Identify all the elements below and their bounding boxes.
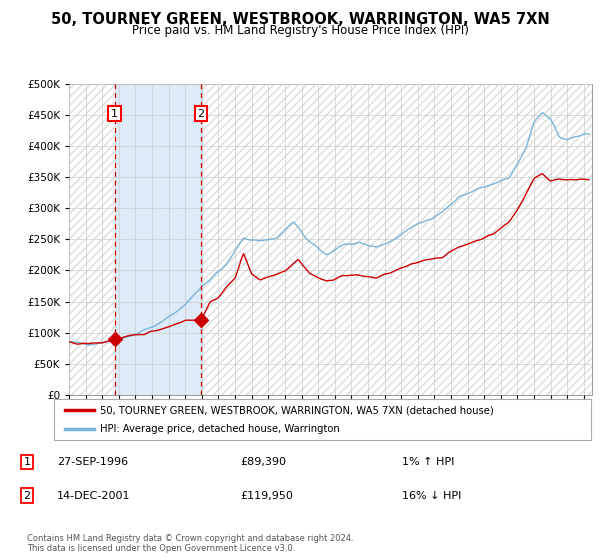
- Text: £119,950: £119,950: [240, 491, 293, 501]
- Text: 16% ↓ HPI: 16% ↓ HPI: [402, 491, 461, 501]
- Bar: [115, 84, 201, 395]
- Text: 1: 1: [23, 457, 31, 467]
- Bar: [201, 84, 592, 395]
- Text: 27-SEP-1996: 27-SEP-1996: [57, 457, 128, 467]
- Text: 14-DEC-2001: 14-DEC-2001: [57, 491, 131, 501]
- Text: 2: 2: [23, 491, 31, 501]
- Text: 2: 2: [197, 109, 205, 119]
- Bar: [69, 84, 115, 395]
- Text: 1: 1: [111, 109, 118, 119]
- FancyBboxPatch shape: [54, 399, 591, 440]
- Text: 50, TOURNEY GREEN, WESTBROOK, WARRINGTON, WA5 7XN (detached house): 50, TOURNEY GREEN, WESTBROOK, WARRINGTON…: [100, 405, 493, 415]
- Text: £89,390: £89,390: [240, 457, 286, 467]
- Text: Price paid vs. HM Land Registry's House Price Index (HPI): Price paid vs. HM Land Registry's House …: [131, 24, 469, 37]
- Text: 50, TOURNEY GREEN, WESTBROOK, WARRINGTON, WA5 7XN: 50, TOURNEY GREEN, WESTBROOK, WARRINGTON…: [50, 12, 550, 27]
- Text: Contains HM Land Registry data © Crown copyright and database right 2024.
This d: Contains HM Land Registry data © Crown c…: [27, 534, 353, 553]
- Text: HPI: Average price, detached house, Warrington: HPI: Average price, detached house, Warr…: [100, 424, 340, 433]
- Text: 1% ↑ HPI: 1% ↑ HPI: [402, 457, 454, 467]
